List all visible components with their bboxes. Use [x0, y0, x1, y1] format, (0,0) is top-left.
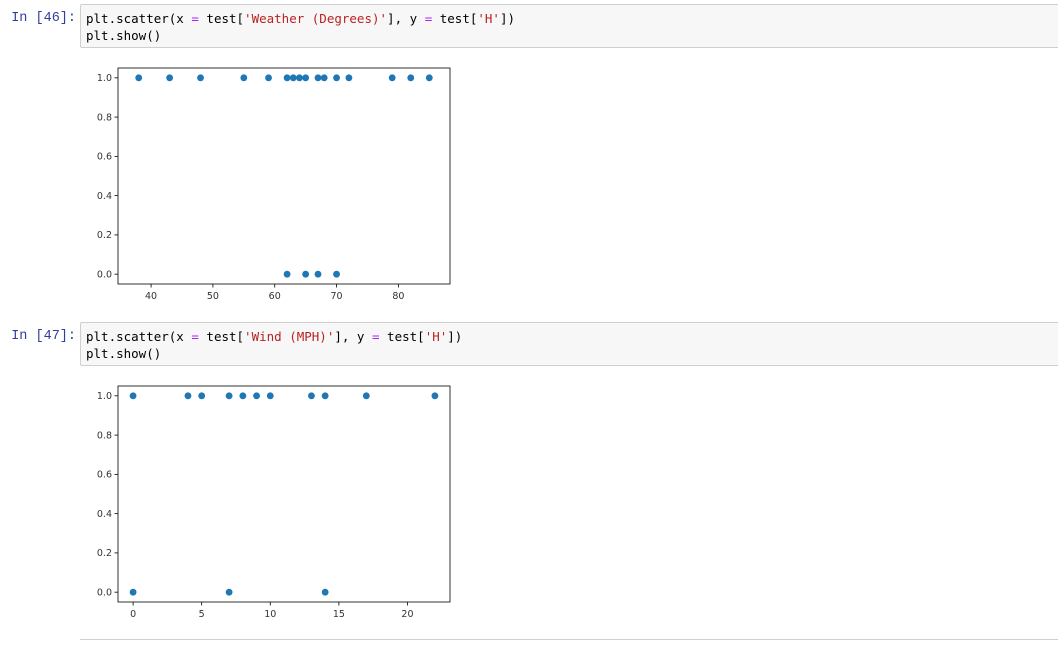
y-tick-label: 0.6 — [97, 470, 112, 481]
data-point — [225, 588, 233, 596]
input-prompt: In [47]: — [11, 329, 76, 344]
data-point — [129, 588, 137, 596]
x-tick-label: 10 — [264, 609, 276, 620]
data-point — [388, 74, 396, 82]
y-tick-label: 0.4 — [97, 191, 112, 202]
x-tick-label: 5 — [199, 609, 205, 620]
data-point — [302, 270, 310, 278]
y-tick-label: 0.8 — [97, 430, 112, 441]
data-point — [314, 270, 322, 278]
y-tick-label: 1.0 — [97, 391, 112, 402]
data-point — [296, 74, 303, 82]
y-tick-label: 0.6 — [97, 152, 112, 163]
x-tick-label: 20 — [401, 609, 413, 620]
data-point — [283, 270, 291, 278]
data-point — [135, 74, 143, 82]
x-tick-label: 40 — [145, 291, 157, 302]
data-point — [431, 392, 439, 400]
data-point — [321, 588, 329, 596]
plot-frame — [117, 67, 451, 285]
notebook-cell-47: In [47]: plt.scatter(x = test['Wind (MPH… — [0, 322, 1058, 637]
y-tick-label: 0.2 — [97, 230, 112, 241]
data-point — [240, 74, 248, 82]
x-tick-label: 70 — [331, 291, 343, 302]
data-point — [198, 392, 206, 400]
y-tick-label: 0.0 — [97, 269, 112, 280]
x-tick-label: 15 — [333, 609, 345, 620]
code-input[interactable]: plt.scatter(x = test['Wind (MPH)'], y = … — [80, 322, 1058, 366]
plot-frame — [117, 385, 451, 603]
x-tick-label: 60 — [269, 291, 281, 302]
data-point — [166, 74, 174, 82]
scatter-chart-wind: 0.0 0.2 0.4 0.6 0.8 1.0 0 5 10 15 20 — [97, 385, 451, 620]
data-point — [407, 74, 415, 82]
data-point — [253, 392, 260, 400]
data-point — [333, 74, 340, 82]
data-point — [197, 74, 204, 82]
data-point — [129, 392, 137, 400]
input-prompt: In [46]: — [11, 11, 76, 26]
data-point — [283, 74, 291, 82]
y-tick-label: 1.0 — [97, 73, 112, 84]
data-point — [345, 74, 353, 82]
x-tick-label: 80 — [392, 291, 404, 302]
data-point — [362, 392, 370, 400]
code-input[interactable]: plt.scatter(x = test['Weather (Degrees)'… — [80, 4, 1058, 48]
data-point — [308, 392, 315, 400]
y-tick-label: 0.8 — [97, 112, 112, 123]
data-point — [314, 74, 322, 82]
y-tick-label: 0.4 — [97, 509, 112, 520]
data-point — [239, 392, 247, 400]
data-point — [265, 74, 272, 82]
cell-output: 0.0 0.2 0.4 0.6 0.8 1.0 40 50 60 70 80 — [80, 60, 1058, 315]
code-text: plt.scatter(x = test['Weather (Degrees)'… — [86, 11, 516, 43]
cell-output: 0.0 0.2 0.4 0.6 0.8 1.0 0 5 10 15 20 — [80, 378, 1058, 633]
data-point — [425, 74, 433, 82]
data-point — [266, 392, 274, 400]
y-tick-label: 0.0 — [97, 587, 112, 598]
code-text: plt.scatter(x = test['Wind (MPH)'], y = … — [86, 329, 463, 361]
data-point — [289, 74, 297, 82]
next-cell-edge[interactable] — [80, 639, 1058, 650]
data-point — [184, 392, 192, 400]
data-point — [302, 74, 310, 82]
notebook-cell-46: In [46]: plt.scatter(x = test['Weather (… — [0, 4, 1058, 314]
data-point — [321, 392, 329, 400]
data-point — [333, 270, 340, 278]
x-tick-label: 0 — [130, 609, 136, 620]
scatter-chart-weather: 0.0 0.2 0.4 0.6 0.8 1.0 40 50 60 70 80 — [97, 67, 451, 302]
data-point — [320, 74, 328, 82]
data-point — [225, 392, 233, 400]
x-tick-label: 50 — [207, 291, 219, 302]
y-tick-label: 0.2 — [97, 548, 112, 559]
